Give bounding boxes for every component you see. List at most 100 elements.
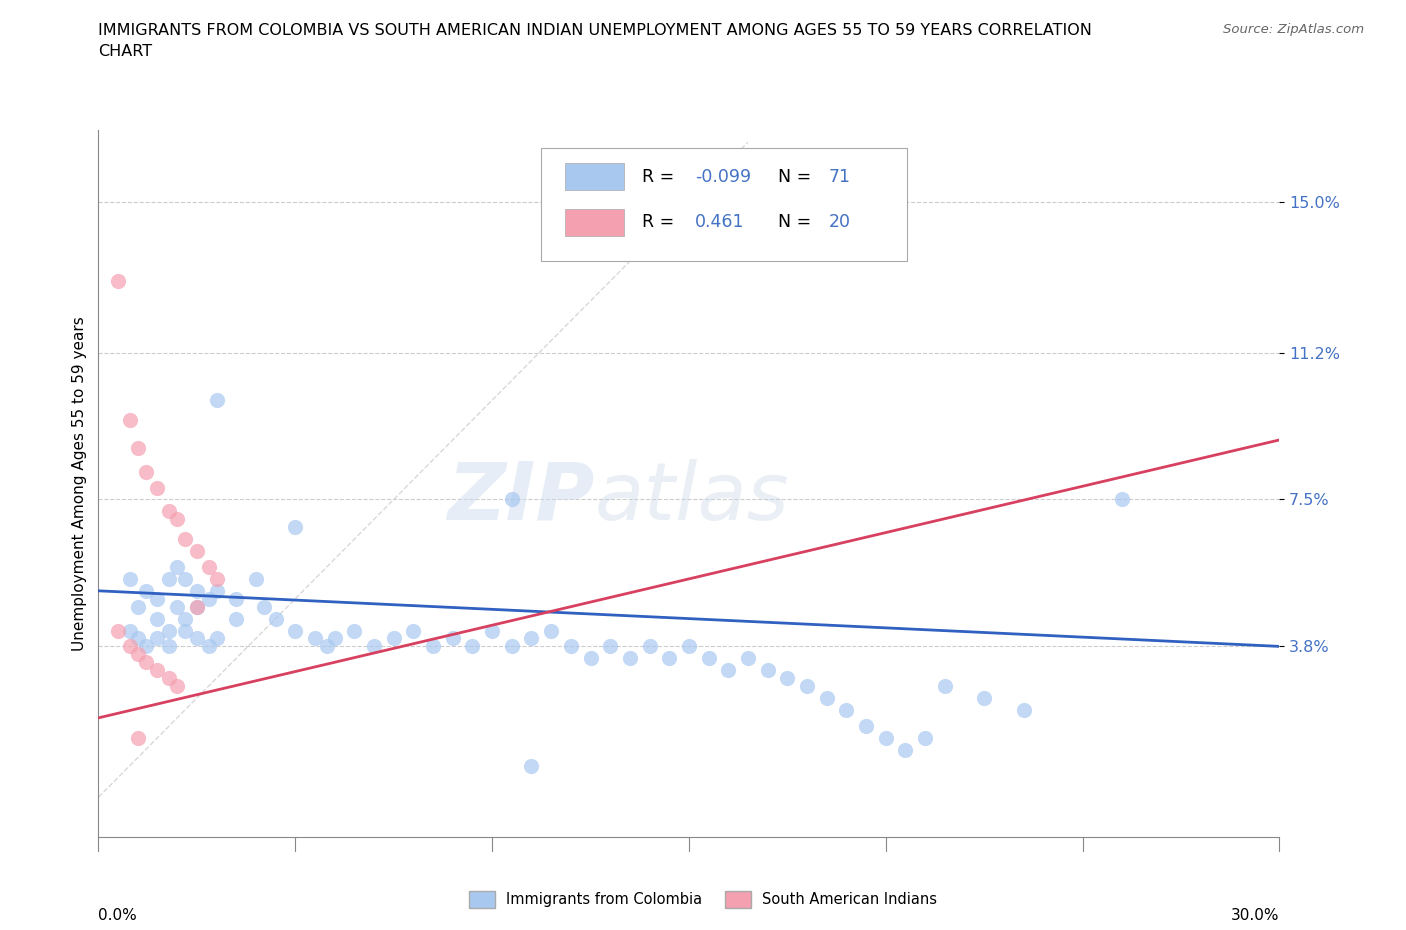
Text: CHART: CHART: [98, 44, 152, 59]
Point: [441, 631, 464, 646]
Text: Source: ZipAtlas.com: Source: ZipAtlas.com: [1223, 23, 1364, 36]
Point: [118, 413, 141, 428]
Point: [501, 639, 523, 654]
Point: [619, 651, 641, 666]
Point: [658, 651, 681, 666]
Point: [127, 599, 149, 614]
Text: 30.0%: 30.0%: [1232, 909, 1279, 923]
Point: [174, 623, 197, 638]
Point: [146, 591, 169, 606]
Point: [315, 639, 337, 654]
Point: [186, 599, 208, 614]
Point: [402, 623, 425, 638]
Point: [776, 671, 799, 685]
Point: [157, 623, 180, 638]
Point: [146, 480, 169, 495]
Point: [253, 599, 276, 614]
Point: [264, 611, 287, 626]
Point: [205, 631, 228, 646]
Point: [205, 392, 228, 407]
Point: [118, 623, 141, 638]
Point: [894, 742, 917, 757]
Point: [174, 532, 197, 547]
Bar: [565, 164, 624, 191]
Point: [107, 273, 129, 288]
Text: IMMIGRANTS FROM COLOMBIA VS SOUTH AMERICAN INDIAN UNEMPLOYMENT AMONG AGES 55 TO : IMMIGRANTS FROM COLOMBIA VS SOUTH AMERIC…: [98, 23, 1092, 38]
Point: [284, 520, 307, 535]
Point: [422, 639, 444, 654]
Point: [205, 583, 228, 598]
Point: [225, 591, 247, 606]
Point: [157, 504, 180, 519]
Point: [717, 663, 740, 678]
Point: [599, 639, 621, 654]
Point: [135, 464, 157, 479]
Point: [127, 647, 149, 662]
Point: [697, 651, 720, 666]
Text: 20: 20: [828, 213, 851, 231]
Point: [1012, 702, 1035, 717]
Point: [579, 651, 602, 666]
Point: [127, 730, 149, 745]
Point: [245, 571, 267, 586]
Point: [225, 611, 247, 626]
Point: [678, 639, 700, 654]
Y-axis label: Unemployment Among Ages 55 to 59 years: Unemployment Among Ages 55 to 59 years: [72, 316, 87, 651]
Point: [146, 611, 169, 626]
Point: [118, 571, 141, 586]
Text: R =: R =: [641, 167, 673, 186]
Point: [835, 702, 858, 717]
FancyBboxPatch shape: [541, 148, 907, 261]
Point: [146, 663, 169, 678]
Point: [205, 571, 228, 586]
Point: [855, 718, 877, 733]
Point: [107, 623, 129, 638]
Text: -0.099: -0.099: [695, 167, 751, 186]
Text: R =: R =: [641, 213, 673, 231]
Point: [875, 730, 897, 745]
Point: [501, 492, 523, 507]
Point: [973, 691, 995, 706]
Point: [146, 631, 169, 646]
Point: [118, 639, 141, 654]
Point: [157, 639, 180, 654]
Point: [756, 663, 779, 678]
Point: [461, 639, 484, 654]
Point: [914, 730, 936, 745]
Point: [284, 623, 307, 638]
Point: [127, 631, 149, 646]
Point: [481, 623, 503, 638]
Point: [1111, 492, 1133, 507]
Text: atlas: atlas: [595, 458, 789, 537]
Point: [638, 639, 661, 654]
Point: [540, 623, 562, 638]
Point: [174, 611, 197, 626]
Point: [796, 679, 818, 694]
Point: [323, 631, 346, 646]
Point: [382, 631, 405, 646]
Point: [186, 583, 208, 598]
Point: [174, 571, 197, 586]
Point: [135, 639, 157, 654]
Point: [197, 639, 219, 654]
Point: [363, 639, 385, 654]
Point: [135, 583, 157, 598]
Point: [304, 631, 326, 646]
Legend: Immigrants from Colombia, South American Indians: Immigrants from Colombia, South American…: [463, 885, 943, 913]
Point: [197, 560, 219, 575]
Point: [135, 655, 157, 670]
Point: [520, 758, 543, 773]
Text: ZIP: ZIP: [447, 458, 595, 537]
Bar: [565, 209, 624, 236]
Point: [343, 623, 366, 638]
Point: [127, 441, 149, 456]
Point: [520, 631, 543, 646]
Point: [157, 671, 180, 685]
Point: [166, 512, 188, 526]
Text: N =: N =: [778, 167, 811, 186]
Text: 0.0%: 0.0%: [98, 909, 138, 923]
Point: [186, 599, 208, 614]
Point: [166, 560, 188, 575]
Text: 0.461: 0.461: [695, 213, 744, 231]
Point: [815, 691, 838, 706]
